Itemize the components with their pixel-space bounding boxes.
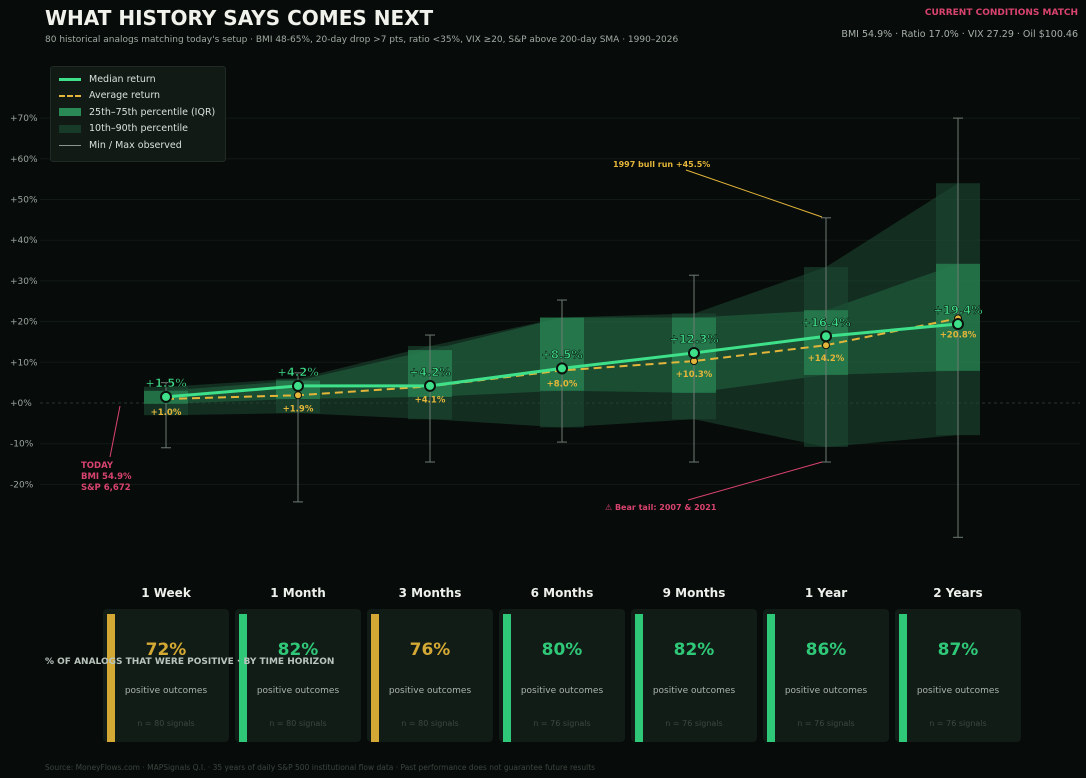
today-label: S&P 6,672 — [81, 483, 131, 493]
today-label: TODAY — [81, 461, 114, 471]
card-label: positive outcomes — [520, 686, 604, 696]
median-point — [688, 346, 700, 359]
y-tick-label: +10% — [10, 358, 38, 368]
outcome-card: 82% positive outcomes n = 76 signals — [631, 609, 757, 742]
median-label: +8.5% — [541, 347, 583, 361]
legend-item-p10-p90: 10th–90th percentile — [51, 121, 225, 138]
card-accent-bar — [107, 614, 115, 742]
card-accent-bar — [239, 614, 247, 742]
average-label: +1.9% — [283, 404, 314, 414]
outcome-card: 76% positive outcomes n = 80 signals — [367, 609, 493, 742]
legend-item-minmax: Min / Max observed — [51, 137, 225, 154]
positive-pct: 72% — [145, 640, 187, 660]
median-point — [292, 379, 304, 392]
horizon-label: 1 Month — [270, 586, 326, 600]
card-label: positive outcomes — [124, 686, 208, 696]
positive-pct: 76% — [409, 640, 451, 660]
bull-run-annotation: 1997 bull run +45.5% — [613, 160, 710, 169]
average-point — [294, 391, 302, 400]
outcome-card: 86% positive outcomes n = 76 signals — [763, 609, 889, 742]
y-tick-label: +30% — [10, 277, 38, 287]
source-footer: Source: MoneyFlows.com · MAPSignals Q.I.… — [45, 763, 596, 772]
average-label: +10.3% — [676, 370, 713, 380]
outcome-card: 80% positive outcomes n = 76 signals — [499, 609, 625, 742]
average-label: +14.2% — [808, 354, 845, 364]
signal-count: n = 76 signals — [665, 719, 723, 728]
positive-pct: 86% — [805, 640, 847, 660]
median-point — [952, 318, 964, 331]
median-label: +4.2% — [409, 365, 451, 379]
signal-count: n = 80 signals — [269, 719, 327, 728]
bear-tail-annotation: ⚠ Bear tail: 2007 & 2021 — [605, 503, 717, 512]
signal-count: n = 76 signals — [533, 719, 591, 728]
horizon-label: 1 Year — [804, 586, 848, 600]
median-point — [556, 362, 568, 375]
signal-count: n = 80 signals — [401, 719, 459, 728]
today-arrow — [109, 405, 121, 458]
median-label: +12.3% — [669, 332, 719, 346]
card-accent-bar — [503, 614, 511, 742]
y-tick-label: -10% — [10, 440, 34, 450]
horizon-label: 1 Week — [141, 586, 191, 600]
page-subtitle: 80 historical analogs matching today's s… — [45, 35, 679, 45]
median-label: +4.2% — [277, 365, 319, 379]
legend-item-median: Median return — [51, 71, 225, 88]
horizon-label: 3 Months — [398, 586, 462, 600]
average-label: +4.1% — [415, 395, 446, 405]
positive-pct: 82% — [673, 640, 715, 660]
signal-count: n = 76 signals — [929, 719, 987, 728]
median-label: +19.4% — [933, 303, 983, 317]
signal-count: n = 76 signals — [797, 719, 855, 728]
legend-item-average: Average return — [51, 88, 225, 105]
cards-section-title: % OF ANALOGS THAT WERE POSITIVE · BY TIM… — [45, 657, 335, 667]
card-accent-bar — [371, 614, 379, 742]
card-label: positive outcomes — [256, 686, 340, 696]
signal-count: n = 80 signals — [137, 719, 195, 728]
card-accent-bar — [635, 614, 643, 742]
y-tick-label: +0% — [10, 399, 32, 409]
average-label: +1.0% — [151, 408, 182, 418]
returns-chart: +70% +60% +50% +40% +30% +20% +10% +0% -10% -20% +… — [10, 114, 1080, 538]
outcome-card: 72% positive outcomes n = 80 signals — [103, 609, 229, 742]
y-tick-label: +40% — [10, 236, 38, 246]
average-label: +8.0% — [547, 379, 578, 389]
conditions-values: BMI 54.9% · Ratio 17.0% · VIX 27.29 · Oi… — [841, 29, 1078, 40]
outcome-card: 87% positive outcomes n = 76 signals — [895, 609, 1021, 742]
y-tick-label: +60% — [10, 155, 38, 165]
median-point — [424, 379, 436, 392]
outcome-card: 82% positive outcomes n = 80 signals — [235, 609, 361, 742]
average-label: +20.8% — [940, 330, 977, 340]
y-tick-label: -20% — [10, 480, 34, 490]
horizon-label: 6 Months — [530, 586, 594, 600]
positive-pct: 82% — [277, 640, 319, 660]
page-title: WHAT HISTORY SAYS COMES NEXT — [45, 6, 434, 30]
chart-legend: Median return Average return 25th–75th p… — [50, 66, 226, 162]
bull-run-arrow — [685, 169, 823, 218]
card-accent-bar — [767, 614, 775, 742]
median-point — [820, 330, 832, 343]
card-accent-bar — [899, 614, 907, 742]
legend-item-iqr: 25th–75th percentile (IQR) — [51, 104, 225, 121]
card-label: positive outcomes — [784, 686, 868, 696]
y-tick-label: +50% — [10, 196, 38, 206]
conditions-title: CURRENT CONDITIONS MATCH — [924, 8, 1078, 18]
median-label: +1.5% — [145, 376, 187, 390]
positive-pct: 87% — [937, 640, 979, 660]
y-tick-label: +70% — [10, 114, 38, 124]
card-label: positive outcomes — [652, 686, 736, 696]
median-point — [160, 390, 172, 403]
y-tick-label: +20% — [10, 318, 38, 328]
card-label: positive outcomes — [388, 686, 472, 696]
median-label: +16.4% — [801, 315, 851, 329]
positive-pct: 80% — [541, 640, 583, 660]
bear-tail-arrow — [687, 461, 823, 501]
average-point — [822, 341, 830, 350]
today-label: BMI 54.9% — [81, 472, 132, 482]
p10-p90-band — [166, 183, 958, 447]
horizon-label: 2 Years — [933, 586, 983, 600]
card-label: positive outcomes — [916, 686, 1000, 696]
horizon-label: 9 Months — [662, 586, 726, 600]
